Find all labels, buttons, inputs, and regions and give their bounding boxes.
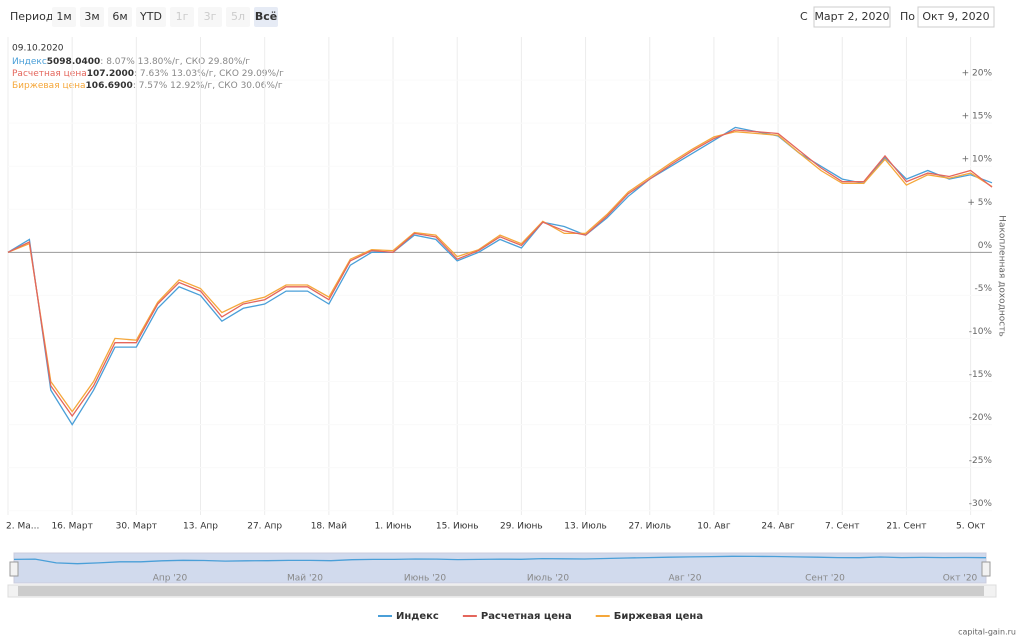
y-tick-label: 0% (978, 241, 993, 251)
navigator-label: Авг '20 (669, 574, 702, 584)
to-value: Окт 9, 2020 (922, 10, 989, 23)
range-button-label: 3г (204, 10, 217, 23)
x-tick-label: 21. Сент (886, 522, 926, 532)
navigator-label: Окт '20 (943, 574, 978, 584)
navigator-handle[interactable] (981, 561, 991, 577)
range-button[interactable] (108, 7, 132, 27)
tooltip-text: : 7.63% 13.03%/г, СКО 29.09%/г (134, 69, 284, 79)
x-tick-label: 13. Апр (183, 522, 218, 532)
tooltip-row: Расчетная цена107.2000: 7.63% 13.03%/г, … (12, 69, 284, 79)
range-button-label: 3м (84, 10, 99, 23)
navigator-line (13, 555, 987, 565)
from-input[interactable] (813, 6, 891, 28)
x-tick-label: 10. Авг (697, 522, 731, 532)
scrollbar-thumb[interactable] (18, 586, 984, 596)
y-tick-label: -15% (969, 370, 993, 380)
series-line (7, 129, 993, 418)
y-tick-label: + 15% (962, 112, 993, 122)
range-button-label: 5л (231, 10, 245, 23)
y-tick-label: + 10% (962, 155, 993, 165)
range-button[interactable] (80, 7, 104, 27)
legend-label: Расчетная цена (481, 611, 572, 622)
navigator-label: Июль '20 (527, 574, 569, 584)
range-button[interactable] (136, 7, 166, 27)
navigator-handle[interactable] (9, 561, 19, 577)
y-tick-label: -10% (969, 327, 993, 337)
x-tick-label: 29. Июнь (500, 522, 543, 532)
range-button[interactable] (254, 7, 278, 27)
x-tick-label: 27. Июль (628, 522, 671, 532)
range-button[interactable] (170, 7, 194, 27)
tooltip-text: : 8.07% 13.80%/г, СКО 29.80%/г (100, 57, 250, 67)
x-tick-label: 18. Май (311, 522, 347, 532)
series-line (7, 126, 993, 426)
y-tick-label: -30% (969, 499, 993, 509)
tooltip-value: 106.6900 (86, 81, 133, 91)
navigator-label: Апр '20 (153, 574, 188, 584)
x-tick-label: 24. Авг (761, 522, 795, 532)
navigator-label: Июнь '20 (404, 574, 447, 584)
to-label: По (900, 10, 915, 23)
from-label: С (800, 10, 808, 23)
range-button[interactable] (226, 7, 250, 27)
x-tick-label: 15. Июнь (436, 522, 479, 532)
x-tick-label: 7. Сент (825, 522, 859, 532)
tooltip-date: 09.10.2020 (12, 44, 64, 54)
x-tick-label: 16. Март (51, 522, 92, 532)
y-tick-label: -5% (974, 284, 992, 294)
x-tick-label: 27. Апр (247, 522, 282, 532)
y-tick-label: -20% (969, 413, 993, 423)
tooltip-row: Биржевая цена106.6900: 7.57% 12.92%/г, С… (12, 81, 283, 91)
range-button-label: Всё (255, 10, 277, 23)
x-tick-label: 30. Март (116, 522, 157, 532)
y-tick-label: + 20% (962, 69, 993, 79)
x-tick-label: 5. Окт (956, 522, 985, 532)
x-tick-label: 1. Июнь (375, 522, 412, 532)
legend-label: Индекс (396, 611, 439, 622)
from-value: Март 2, 2020 (814, 10, 889, 23)
tooltip-series: Индекс (12, 57, 47, 67)
range-button[interactable] (198, 7, 222, 27)
navigator-label: Май '20 (287, 574, 323, 584)
range-button[interactable] (52, 7, 76, 27)
period-label: Период (10, 10, 54, 23)
tooltip-text: : 7.57% 12.92%/г, СКО 30.06%/г (133, 81, 283, 91)
to-input[interactable] (917, 6, 995, 28)
tooltip-row: Индекс5098.0400: 8.07% 13.80%/г, СКО 29.… (12, 57, 250, 67)
y-tick-label: -25% (969, 456, 993, 466)
x-tick-label: 2. Ма... (6, 522, 39, 532)
legend-label: Биржевая цена (614, 611, 703, 622)
range-button-label: 1г (176, 10, 189, 23)
navigator-mask (13, 552, 987, 584)
x-tick-label: 13. Июль (564, 522, 607, 532)
range-button-label: 6м (112, 10, 127, 23)
range-button-label: YTD (139, 10, 162, 23)
navigator-label: Сент '20 (805, 574, 845, 584)
tooltip-series: Биржевая цена (12, 81, 86, 91)
series-line (7, 131, 993, 413)
y-tick-label: + 5% (967, 198, 992, 208)
y-axis-title: Накопленная доходность (997, 215, 1007, 337)
tooltip-series: Расчетная цена (12, 69, 87, 79)
tooltip-value: 5098.0400 (47, 57, 101, 67)
range-button-label: 1м (56, 10, 71, 23)
tooltip-value: 107.2000 (87, 69, 134, 79)
footer: capital-gain.ru (958, 628, 1016, 637)
